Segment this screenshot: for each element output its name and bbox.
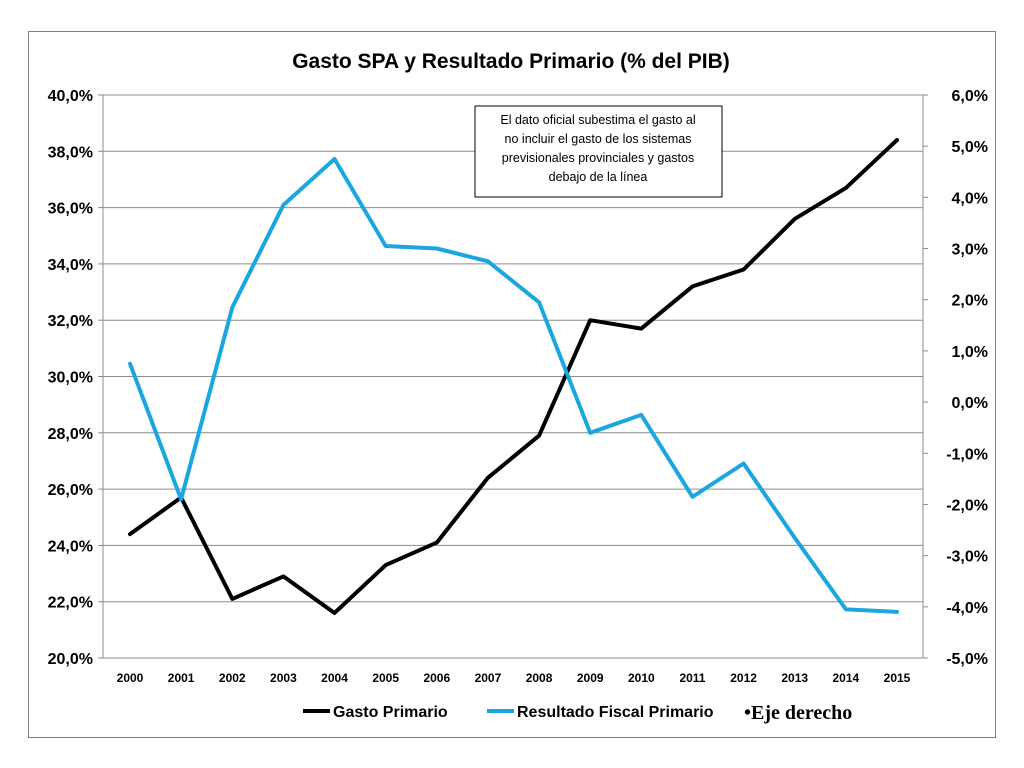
x-tick-label: 2014 xyxy=(833,671,860,685)
x-tick-label: 2013 xyxy=(781,671,808,685)
left-axis-ticks: 40,0% 38,0% 36,0% 34,0% 32,0% 30,0% 28,0% 26,0%… xyxy=(48,88,103,668)
right-tick-label: -3,0% xyxy=(946,549,988,566)
right-axis-ticks: 6,0% 5,0% 4,0% 3,0% 2,0% 1,0% 0,0% -1,0% -2,0% -3… xyxy=(923,88,988,668)
series-lines xyxy=(128,138,899,615)
x-tick-label: 2012 xyxy=(730,671,757,685)
x-axis-ticks: 2000 2001 2002 2003 2004 2005 2006 2007 2008 2009… xyxy=(117,671,911,685)
annotation-line: El dato oficial subestima el gasto al xyxy=(500,113,695,127)
x-tick-label: 2010 xyxy=(628,671,655,685)
x-tick-label: 2008 xyxy=(526,671,553,685)
left-tick-label: 22,0% xyxy=(48,595,93,612)
series-line-resultado-fiscal xyxy=(128,157,899,614)
x-tick-label: 2003 xyxy=(270,671,297,685)
legend-label: Resultado Fiscal Primario xyxy=(517,704,714,721)
x-tick-label: 2009 xyxy=(577,671,604,685)
right-tick-label: 6,0% xyxy=(952,88,988,105)
annotation-line: debajo de la línea xyxy=(549,170,648,184)
left-tick-label: 34,0% xyxy=(48,257,93,274)
left-tick-label: 24,0% xyxy=(48,538,93,555)
x-tick-label: 2011 xyxy=(679,671,705,685)
left-tick-label: 40,0% xyxy=(48,88,93,105)
series-line-gasto-primario xyxy=(128,138,899,615)
right-tick-label: -5,0% xyxy=(946,651,988,668)
right-tick-label: 1,0% xyxy=(952,344,988,361)
right-tick-label: -1,0% xyxy=(946,446,988,463)
x-tick-label: 2007 xyxy=(475,671,502,685)
left-tick-label: 30,0% xyxy=(48,370,93,387)
right-tick-label: 0,0% xyxy=(952,395,988,412)
right-tick-label: 3,0% xyxy=(952,242,988,259)
annotation-border xyxy=(474,105,723,198)
right-tick-label: -4,0% xyxy=(946,600,988,617)
right-tick-label: 5,0% xyxy=(952,139,988,156)
left-tick-label: 20,0% xyxy=(48,651,93,668)
x-tick-label: 2015 xyxy=(884,671,911,685)
left-tick-label: 28,0% xyxy=(48,426,93,443)
left-tick-label: 32,0% xyxy=(48,313,93,330)
left-tick-label: 36,0% xyxy=(48,201,93,218)
legend: Gasto Primario Resultado Fiscal Primario •… xyxy=(303,702,852,724)
annotation-line: no incluir el gasto de los sistemas xyxy=(505,132,692,146)
x-tick-label: 2005 xyxy=(372,671,399,685)
legend-label: Gasto Primario xyxy=(333,704,448,721)
x-tick-label: 2000 xyxy=(117,671,144,685)
left-tick-label: 26,0% xyxy=(48,482,93,499)
x-tick-label: 2001 xyxy=(168,671,195,685)
x-tick-label: 2004 xyxy=(321,671,348,685)
right-tick-label: 2,0% xyxy=(952,293,988,310)
x-tick-label: 2002 xyxy=(219,671,246,685)
x-tick-label: 2006 xyxy=(423,671,450,685)
left-tick-label: 38,0% xyxy=(48,144,93,161)
axis-note: •Eje derecho xyxy=(744,702,852,724)
right-tick-label: 4,0% xyxy=(952,190,988,207)
gridlines xyxy=(103,94,923,659)
annotation-line: previsionales provinciales y gastos xyxy=(502,151,694,165)
chart-title: Gasto SPA y Resultado Primario (% del PI… xyxy=(292,50,730,73)
right-tick-label: -2,0% xyxy=(946,497,988,514)
annotation-box: El dato oficial subestima el gasto al no … xyxy=(474,105,723,198)
